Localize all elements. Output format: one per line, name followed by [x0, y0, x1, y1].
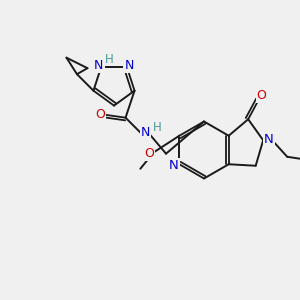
Text: N: N	[264, 133, 274, 146]
Text: N: N	[94, 59, 104, 72]
Text: H: H	[153, 121, 161, 134]
Text: O: O	[95, 108, 105, 121]
Text: H: H	[104, 52, 113, 65]
Text: N: N	[141, 126, 150, 139]
Text: O: O	[144, 147, 154, 160]
Text: O: O	[257, 89, 267, 102]
Text: N: N	[124, 58, 134, 71]
Text: N: N	[169, 159, 179, 172]
